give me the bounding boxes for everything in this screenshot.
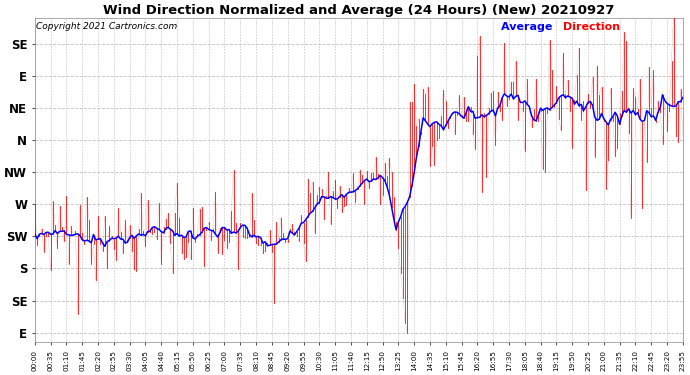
Text: Average: Average	[502, 22, 557, 32]
Text: Direction: Direction	[563, 22, 620, 32]
Title: Wind Direction Normalized and Average (24 Hours) (New) 20210927: Wind Direction Normalized and Average (2…	[103, 4, 615, 17]
Text: Copyright 2021 Cartronics.com: Copyright 2021 Cartronics.com	[36, 22, 177, 31]
